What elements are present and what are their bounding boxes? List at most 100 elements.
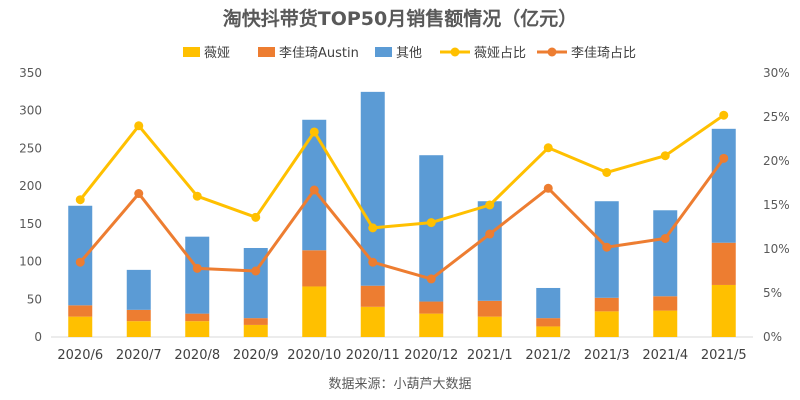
point-weiya-ratio-6 <box>426 218 436 228</box>
point-lijiaqi-ratio-11 <box>719 153 729 163</box>
bar-lijiaqi-6 <box>419 301 444 314</box>
point-lijiaqi-ratio-1 <box>134 189 144 199</box>
legend-item-weiya-ratio: 薇娅占比 <box>440 46 526 61</box>
bar-other-0 <box>68 205 93 306</box>
bar-weiya-9 <box>594 311 619 337</box>
x-tick-label: 2020/11 <box>346 348 400 363</box>
bar-other-5 <box>360 91 385 286</box>
y-left-tick-label: 150 <box>19 217 42 231</box>
bar-lijiaqi-5 <box>360 285 385 307</box>
point-lijiaqi-ratio-10 <box>660 233 670 243</box>
bar-weiya-0 <box>68 316 93 337</box>
bar-other-7 <box>477 201 502 301</box>
x-tick-label: 2020/10 <box>287 348 341 363</box>
bar-other-1 <box>126 269 151 310</box>
legend-item-lijiaqi-ratio: 李佳琦占比 <box>537 46 636 61</box>
point-weiya-ratio-9 <box>602 167 612 177</box>
legend-item-other: 其他 <box>375 46 422 61</box>
legend-swatch <box>258 47 275 57</box>
bar-lijiaqi-3 <box>243 318 268 325</box>
point-lijiaqi-ratio-6 <box>426 274 436 284</box>
bar-lijiaqi-9 <box>594 297 619 312</box>
bar-weiya-2 <box>185 321 210 337</box>
point-weiya-ratio-0 <box>75 195 85 205</box>
data-source-note: 数据来源：小葫芦大数据 <box>328 377 471 392</box>
bar-weiya-10 <box>653 310 678 337</box>
legend-marker <box>547 47 557 57</box>
y-left-tick-label: 200 <box>19 179 42 193</box>
y-right-tick-label: 30% <box>763 66 790 80</box>
point-weiya-ratio-4 <box>309 127 319 137</box>
legend-label: 薇娅 <box>204 46 230 61</box>
legend-item-weiya: 薇娅 <box>183 46 230 61</box>
point-lijiaqi-ratio-8 <box>543 183 553 193</box>
point-lijiaqi-ratio-0 <box>75 257 85 267</box>
point-weiya-ratio-8 <box>543 143 553 153</box>
y-right-tick-label: 5% <box>763 286 782 300</box>
legend-label: 其他 <box>396 46 422 61</box>
y-right-tick-label: 20% <box>763 154 790 168</box>
legend-marker <box>450 47 460 57</box>
legend-label: 李佳琦Austin <box>279 46 359 61</box>
point-weiya-ratio-5 <box>368 223 378 233</box>
point-weiya-ratio-3 <box>251 212 261 222</box>
bar-weiya-1 <box>126 321 151 337</box>
x-tick-label: 2020/9 <box>233 348 279 363</box>
y-right-tick-label: 15% <box>763 198 790 212</box>
y-left-tick-label: 300 <box>19 104 42 118</box>
bar-lijiaqi-0 <box>68 305 93 317</box>
legend-label: 薇娅占比 <box>474 46 526 61</box>
bar-weiya-8 <box>536 326 561 337</box>
bar-other-2 <box>185 236 210 314</box>
bar-lijiaqi-8 <box>536 318 561 327</box>
y-left-tick-label: 100 <box>19 255 42 269</box>
x-tick-label: 2020/12 <box>404 348 458 363</box>
legend: 薇娅 李佳琦Austin 其他 薇娅占比 李佳琦占比 <box>183 46 636 61</box>
x-tick-label: 2020/6 <box>57 348 103 363</box>
point-lijiaqi-ratio-4 <box>309 185 319 195</box>
y-left-tick-label: 50 <box>27 292 42 306</box>
point-weiya-ratio-11 <box>719 110 729 120</box>
legend-label: 李佳琦占比 <box>571 46 636 61</box>
line-lijiaqi-ratio <box>79 157 726 281</box>
y-right-tick-label: 10% <box>763 242 790 256</box>
bar-lijiaqi-11 <box>711 242 736 285</box>
point-lijiaqi-ratio-5 <box>368 257 378 267</box>
y-left-tick-label: 0 <box>34 330 42 344</box>
line-weiya-ratio <box>79 113 725 230</box>
axes: 0 50 100 150 200 250 300 350 0% 5% 10% 15% 20% 25% 30%… <box>19 66 790 363</box>
point-lijiaqi-ratio-3 <box>251 266 261 276</box>
x-tick-label: 2021/4 <box>642 348 688 363</box>
x-tick-label: 2020/7 <box>116 348 162 363</box>
bar-lijiaqi-10 <box>653 296 678 311</box>
legend-swatch <box>375 47 392 57</box>
legend-item-lijiaqi: 李佳琦Austin <box>258 46 359 61</box>
x-tick-label: 2021/5 <box>701 348 747 363</box>
point-lijiaqi-ratio-2 <box>192 263 202 273</box>
y-left-tick-label: 250 <box>19 141 42 155</box>
bar-lijiaqi-7 <box>477 300 502 317</box>
bar-weiya-4 <box>302 286 327 337</box>
x-tick-label: 2020/8 <box>174 348 220 363</box>
x-tick-label: 2021/3 <box>584 348 630 363</box>
y-right-tick-label: 25% <box>763 110 790 124</box>
bar-weiya-3 <box>243 324 268 337</box>
lines <box>75 110 729 284</box>
bar-lijiaqi-2 <box>185 313 210 322</box>
bars <box>68 91 736 337</box>
x-tick-label: 2021/1 <box>467 348 513 363</box>
point-weiya-ratio-1 <box>134 121 144 131</box>
bar-lijiaqi-4 <box>302 250 327 287</box>
bar-other-8 <box>536 287 561 319</box>
bar-weiya-6 <box>419 313 444 337</box>
point-lijiaqi-ratio-7 <box>485 229 495 239</box>
chart-title: 淘快抖带货TOP50月销售额情况（亿元） <box>223 7 577 30</box>
bar-weiya-7 <box>477 316 502 337</box>
y-right-tick-label: 0% <box>763 330 782 344</box>
bar-other-11 <box>711 128 736 243</box>
x-tick-label: 2021/2 <box>525 348 571 363</box>
bar-weiya-5 <box>360 306 385 337</box>
bar-other-10 <box>653 210 678 297</box>
legend-swatch <box>183 47 200 57</box>
